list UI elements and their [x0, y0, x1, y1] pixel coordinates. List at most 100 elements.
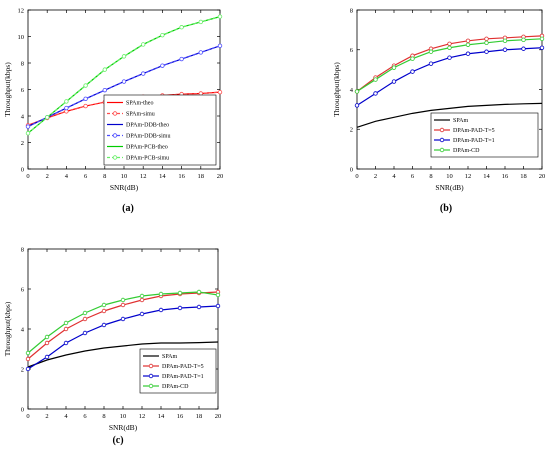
data-point [198, 50, 203, 55]
data-point [44, 340, 50, 346]
data-point [447, 41, 452, 46]
data-point [120, 302, 126, 308]
x-tick-label: 2 [374, 173, 377, 180]
data-point [120, 297, 126, 303]
legend: SPAm-theo SPAm-simu DPAm-DDB-theo DPAm-DDB-… [103, 94, 217, 166]
data-point [83, 103, 88, 109]
series-4 [25, 289, 221, 356]
x-tick-label: 18 [520, 173, 527, 180]
x-tick-label: 18 [196, 413, 203, 420]
series-2 [25, 289, 221, 362]
chart-panel-3: 0 2 4 6 8 10 12 14 16 18 20 0 2 4 6 8 SNR(dB) Throughput(… [3, 246, 221, 446]
legend-marker [112, 133, 118, 138]
data-point [465, 51, 471, 56]
data-point [428, 49, 434, 54]
x-tick-label: 20 [215, 413, 222, 420]
data-point [198, 19, 203, 25]
x-axis-label: SNR(dB) [435, 183, 464, 192]
series-4 [25, 43, 223, 129]
data-point [539, 45, 545, 50]
legend: SPAm DPAm-PAD-T=5 DPAm-PAD-T=1 DPAm-CD [139, 348, 217, 394]
x-tick-label: 6 [83, 413, 87, 420]
x-tick-label: 14 [483, 173, 490, 180]
legend-entry: DPAm-DDB-simu [126, 134, 170, 140]
x-tick-label: 6 [84, 173, 88, 180]
data-point [465, 42, 471, 47]
x-tick-label: 2 [46, 173, 49, 180]
data-point [179, 56, 184, 62]
data-point [502, 38, 508, 44]
series-3 [354, 45, 545, 108]
y-axis-label: Throughput(kbps) [3, 62, 12, 117]
data-point [101, 308, 107, 314]
legend-marker [439, 147, 445, 153]
legend-marker [112, 111, 118, 116]
legend-entry: SPAm [162, 354, 177, 360]
data-point [63, 320, 69, 326]
data-point [158, 307, 164, 313]
chart-panel-2: 0 2 4 6 8 10 12 14 16 18 2002468SNR(dB)Throughput(… [332, 7, 545, 214]
data-point [373, 77, 378, 82]
data-point [484, 40, 489, 45]
data-point [539, 36, 545, 42]
data-point [373, 91, 378, 96]
series-3 [25, 303, 221, 372]
data-point [196, 289, 202, 295]
panel-label: (a) [122, 203, 134, 214]
data-point [177, 290, 183, 296]
data-point [160, 63, 165, 68]
y-axis-label: Throughput(kbps) [3, 301, 12, 356]
data-point [102, 67, 107, 72]
x-tick-label: 10 [121, 173, 128, 180]
y-tick-label: 8 [350, 7, 353, 14]
data-point [158, 291, 164, 297]
legend-entry: DPAm-PAD-T=1 [453, 138, 495, 144]
data-point [215, 292, 221, 298]
series-4 [354, 36, 545, 94]
data-point [521, 46, 526, 51]
series-6 [25, 14, 223, 136]
x-tick-label: 12 [465, 173, 472, 180]
data-point [354, 89, 360, 94]
data-point [25, 131, 31, 136]
x-tick-label: 16 [502, 173, 509, 180]
x-tick-label: 8 [103, 173, 106, 180]
y-tick-label: 2 [350, 127, 353, 134]
y-tick-label: 0 [21, 166, 24, 173]
data-point [25, 366, 31, 372]
data-point [64, 99, 69, 104]
data-point [447, 45, 452, 50]
legend-marker [112, 155, 118, 160]
y-tick-label: 12 [18, 7, 25, 14]
x-tick-label: 18 [198, 173, 205, 180]
y-tick-label: 6 [21, 87, 25, 94]
series-line [356, 102, 543, 128]
x-tick-label: 10 [120, 413, 127, 420]
y-tick-label: 8 [21, 60, 24, 67]
data-point [447, 55, 452, 60]
data-point [354, 103, 360, 108]
panel-label: (c) [112, 435, 123, 446]
x-tick-label: 16 [178, 173, 185, 180]
y-tick-label: 4 [350, 87, 354, 94]
data-point [25, 356, 31, 362]
data-point [44, 334, 50, 340]
x-tick-label: 8 [102, 413, 105, 420]
data-point [217, 89, 223, 95]
data-point [120, 316, 126, 322]
data-point [82, 330, 88, 336]
data-point [484, 49, 489, 54]
data-point [45, 115, 50, 120]
data-point [82, 316, 88, 322]
x-tick-label: 2 [45, 413, 48, 420]
x-tick-label: 0 [26, 173, 29, 180]
data-point [179, 25, 184, 30]
legend-entry: DPAm-PAD-T=1 [162, 374, 204, 380]
y-tick-label: 0 [21, 406, 24, 413]
x-axis-label: SNR(dB) [110, 183, 139, 192]
legend-marker [148, 363, 154, 369]
y-tick-label: 4 [21, 326, 25, 333]
legend-entry: DPAm-DDB-theo [126, 123, 169, 129]
x-tick-label: 14 [158, 413, 165, 420]
